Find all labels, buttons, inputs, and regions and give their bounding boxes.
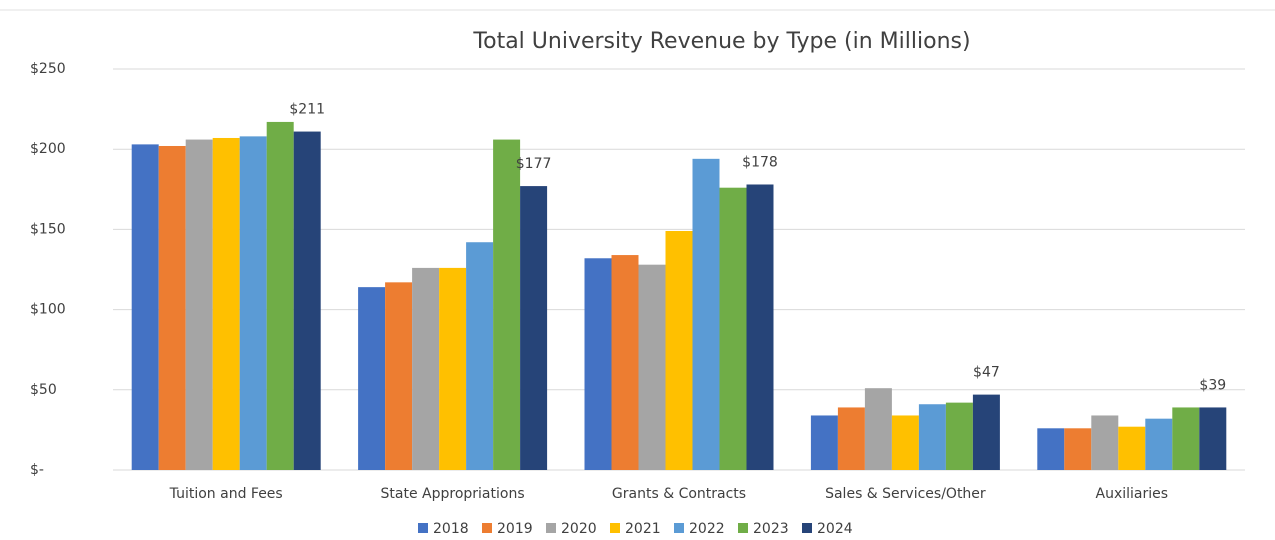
bar: [358, 287, 386, 470]
bar: [918, 404, 946, 470]
legend-label: 2019: [497, 521, 533, 537]
legend-swatch: [610, 523, 620, 533]
bar: [158, 145, 186, 470]
x-tick-label: Auxiliaries: [1096, 486, 1169, 502]
legend-swatch: [802, 523, 812, 533]
chart-title: Total University Revenue by Type (in Mil…: [472, 29, 970, 54]
bar: [493, 139, 521, 471]
bar: [1091, 415, 1119, 470]
y-tick-label: $50: [30, 382, 57, 398]
bar: [584, 258, 612, 470]
x-tick-label: Sales & Services/Other: [825, 486, 986, 502]
y-tick-label: $150: [30, 221, 66, 237]
legend-label: 2023: [753, 521, 789, 537]
data-label: $177: [516, 156, 552, 172]
y-tick-label: $100: [30, 302, 66, 318]
data-label: $39: [1199, 377, 1226, 393]
bar: [385, 282, 413, 470]
bar: [520, 186, 548, 471]
bar: [439, 267, 467, 470]
bar: [837, 407, 865, 470]
x-tick-label: State Appropriations: [381, 486, 525, 502]
data-label: $178: [742, 154, 778, 170]
bar: [945, 402, 973, 470]
bar: [972, 394, 1000, 470]
bar: [891, 415, 919, 470]
bar: [266, 121, 294, 470]
bar: [466, 242, 494, 470]
legend-swatch: [546, 523, 556, 533]
data-label: $47: [973, 365, 1000, 381]
bar: [1199, 407, 1227, 470]
y-tick-label: $200: [30, 141, 66, 157]
legend-label: 2024: [817, 521, 853, 537]
bar: [131, 144, 159, 470]
bar: [239, 136, 267, 471]
x-tick-label: Tuition and Fees: [169, 486, 283, 502]
legend-swatch: [738, 523, 748, 533]
bar: [293, 131, 321, 470]
bar: [638, 264, 666, 470]
bar: [665, 231, 693, 470]
bar: [1037, 428, 1065, 470]
bar: [1145, 418, 1173, 470]
y-tick-label: $-: [30, 462, 44, 478]
bar: [1172, 407, 1200, 470]
bar: [412, 267, 440, 470]
y-tick-label: $250: [30, 61, 66, 77]
x-tick-label: Grants & Contracts: [612, 486, 746, 502]
legend-label: 2022: [689, 521, 725, 537]
bar: [185, 139, 213, 471]
bar: [1064, 428, 1092, 470]
bar: [692, 158, 720, 470]
bar: [746, 184, 774, 470]
bar: [864, 388, 892, 470]
legend-label: 2018: [433, 521, 469, 537]
bar: [810, 415, 838, 470]
legend-swatch: [674, 523, 684, 533]
data-label: $211: [289, 102, 325, 118]
legend-swatch: [418, 523, 428, 533]
bar: [1118, 426, 1146, 470]
legend-label: 2020: [561, 521, 597, 537]
bar: [611, 255, 639, 470]
bar: [719, 187, 747, 471]
legend-swatch: [482, 523, 492, 533]
legend-label: 2021: [625, 521, 661, 537]
bar: [212, 137, 240, 471]
